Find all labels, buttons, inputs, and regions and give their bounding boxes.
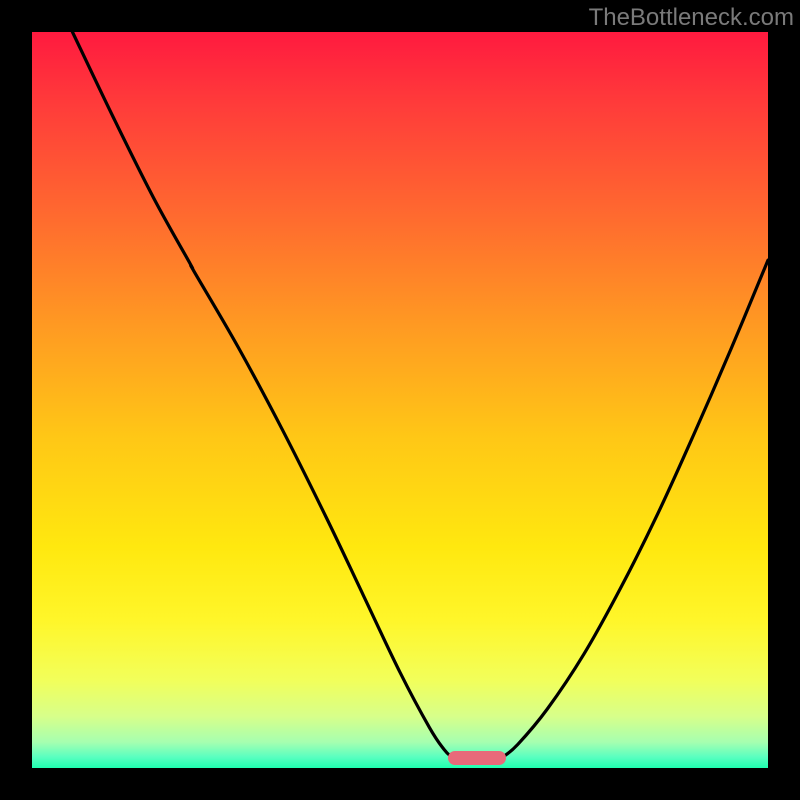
watermark-text: TheBottleneck.com: [589, 4, 794, 32]
optimum-marker: [448, 751, 506, 765]
chart-curves: [32, 32, 768, 768]
plot-area: [32, 32, 768, 768]
optimum-marker-pill: [448, 751, 506, 765]
curve-right: [503, 260, 768, 757]
curve-left: [72, 32, 451, 757]
